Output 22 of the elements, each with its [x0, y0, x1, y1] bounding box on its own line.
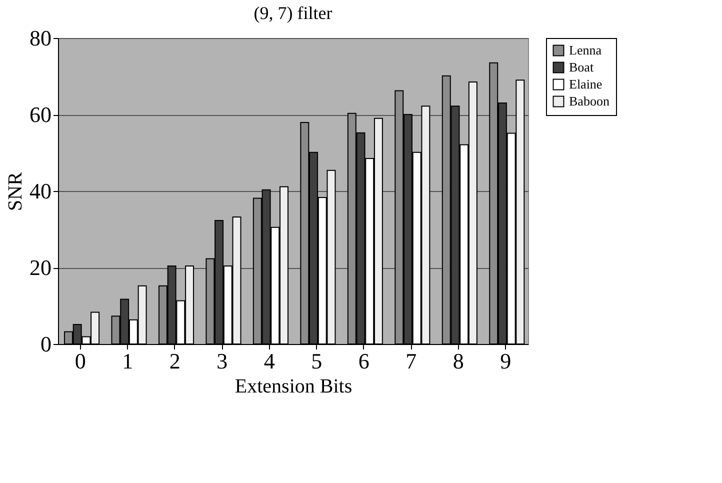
x-tick-label: 0 — [74, 348, 86, 374]
x-tick-label: 4 — [264, 348, 275, 374]
chart-title: (9, 7) filter — [254, 3, 332, 23]
y-tick-label: 60 — [30, 102, 52, 127]
legend-label: Lenna — [569, 42, 602, 58]
y-tick-label: 80 — [30, 26, 52, 50]
y-tick-label: 40 — [30, 178, 52, 204]
x-tick-label: 2 — [169, 348, 180, 374]
legend-label: Elaine — [569, 76, 602, 92]
y-axis-title: SNR — [4, 171, 26, 211]
y-tick-label: 0 — [40, 332, 52, 356]
x-tick-label: 5 — [311, 348, 322, 374]
x-tick-label: 3 — [216, 348, 228, 374]
x-axis-title: Extension Bits — [234, 376, 352, 398]
legend-label: Baboon — [569, 94, 610, 108]
legend-label: Boat — [569, 60, 594, 74]
x-tick-label: 1 — [122, 348, 134, 374]
x-tick-label: 8 — [452, 348, 464, 374]
x-tick-label: 7 — [406, 348, 417, 374]
x-tick-label: 6 — [358, 348, 370, 374]
y-tick-label: 20 — [30, 255, 52, 280]
x-tick-label: 9 — [500, 348, 512, 374]
